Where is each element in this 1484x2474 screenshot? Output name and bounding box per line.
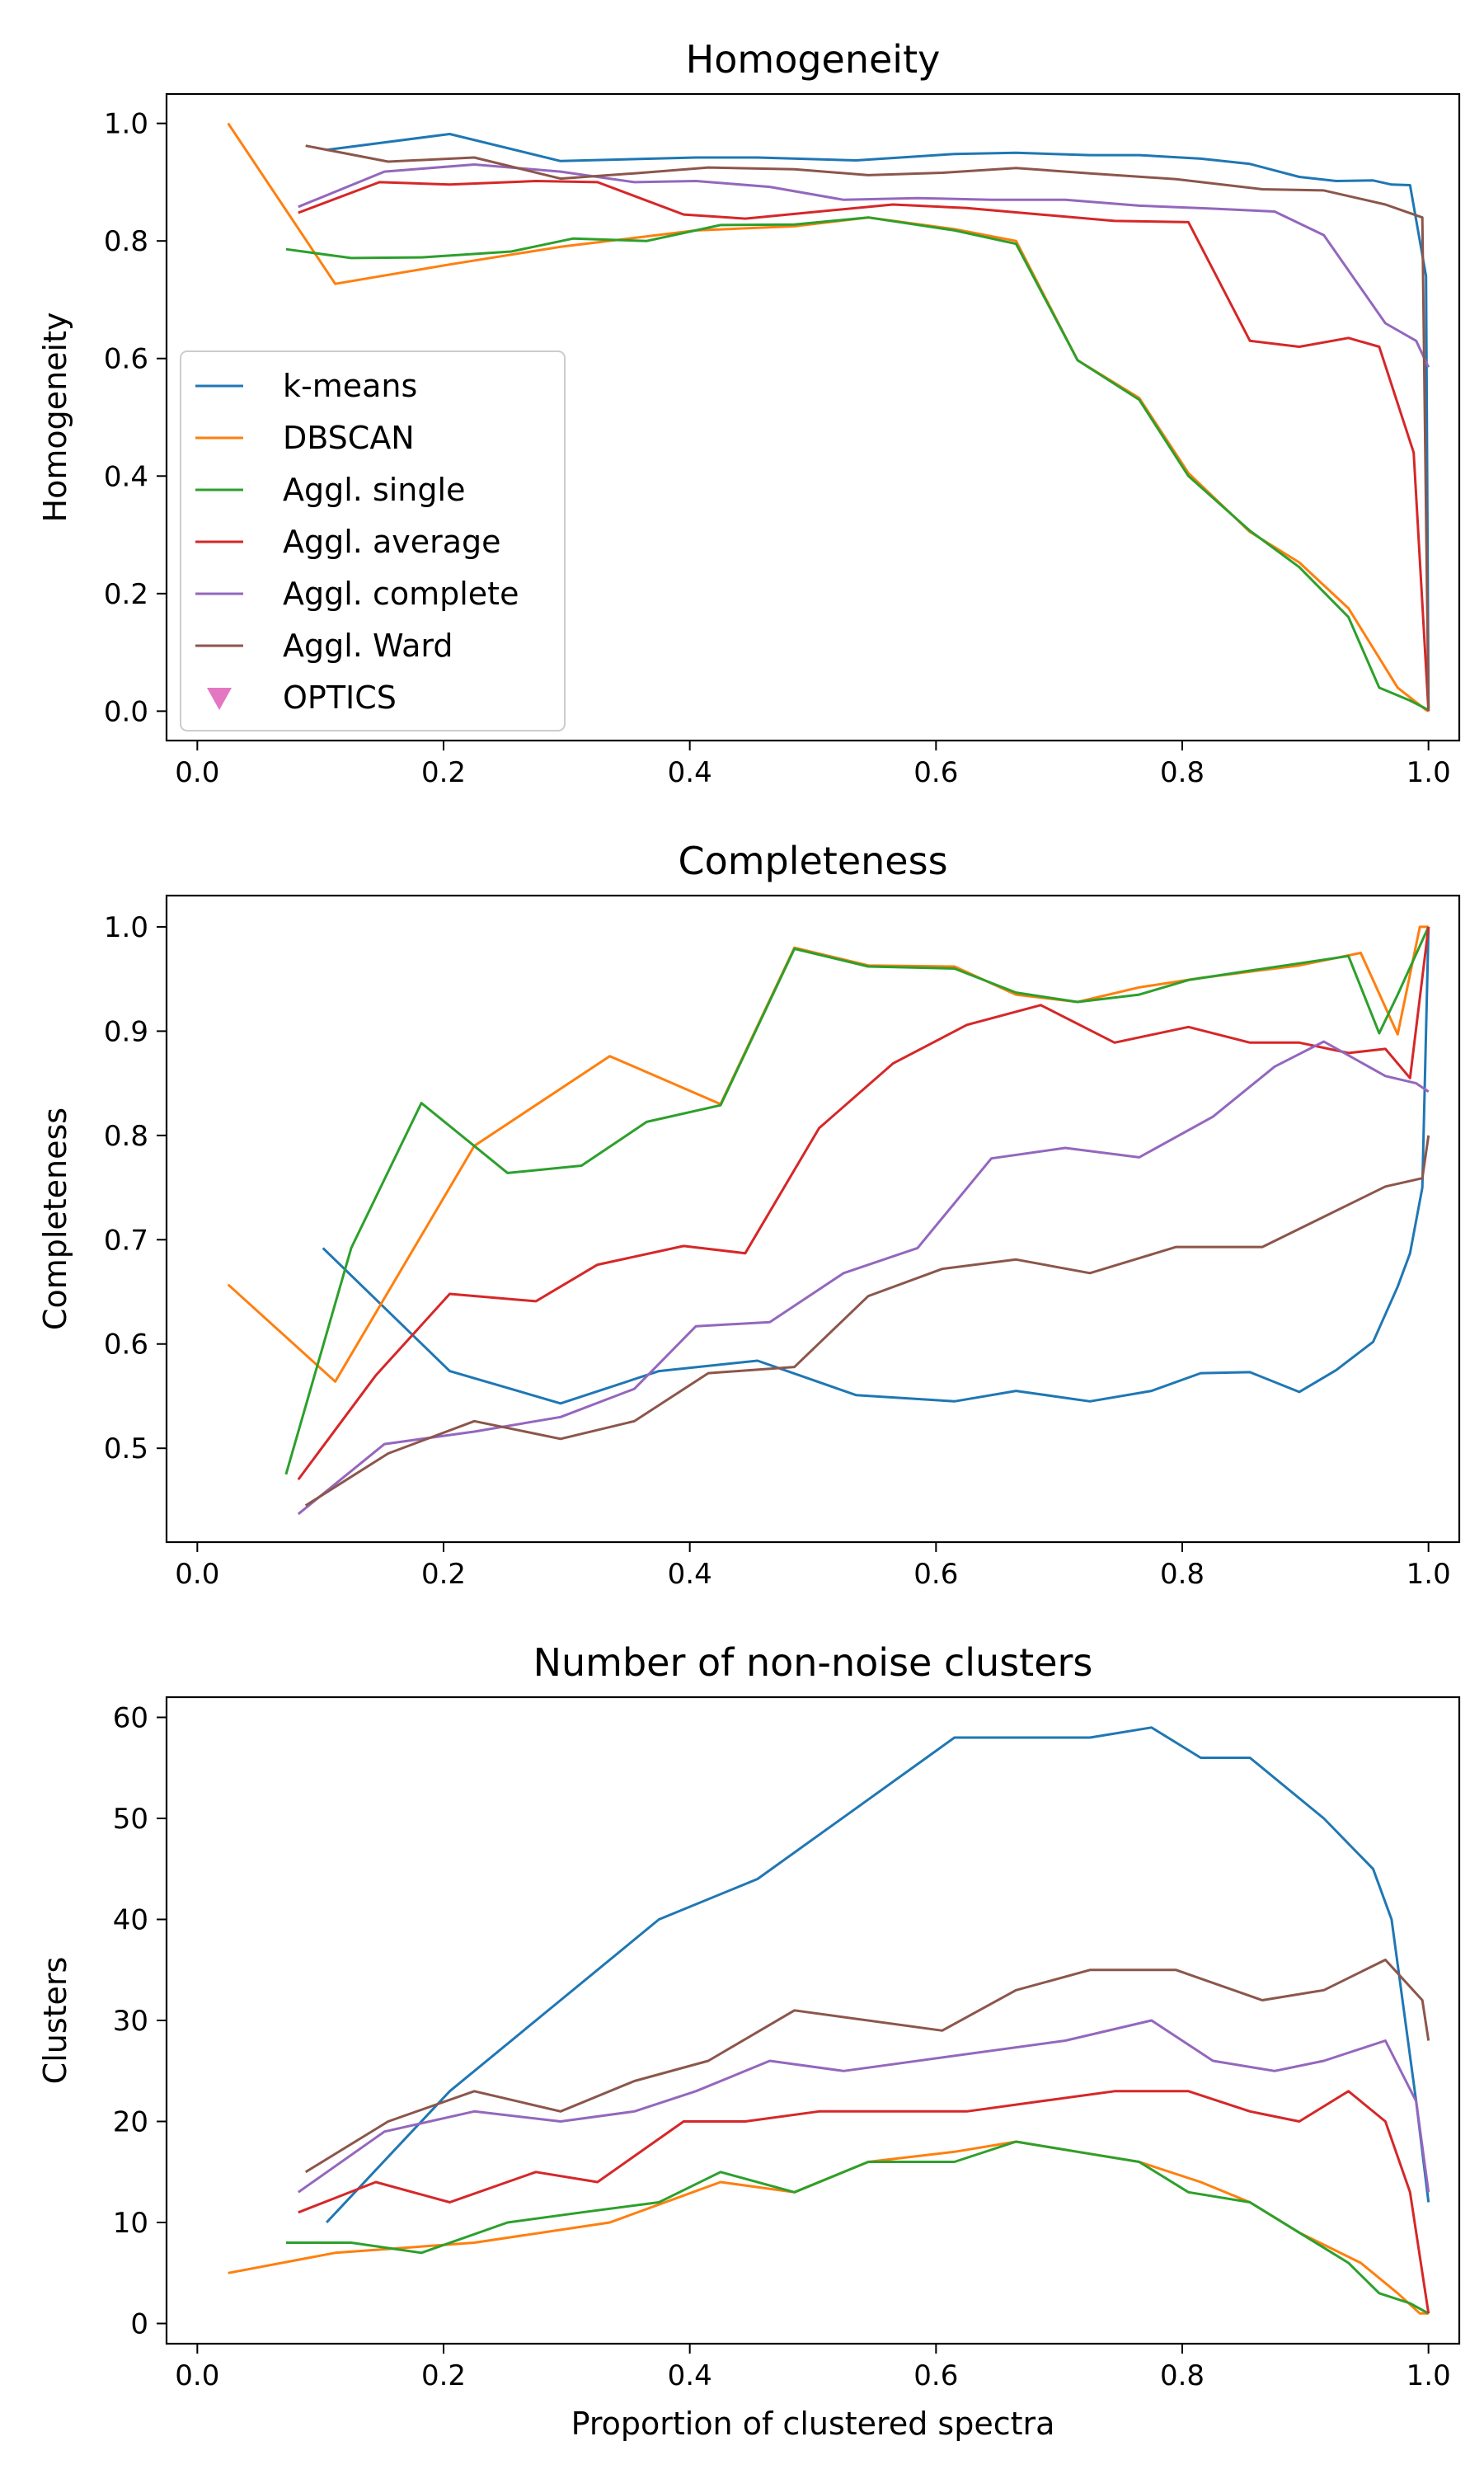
y-axis-label: Homogeneity <box>37 313 73 523</box>
y-tick-label: 60 <box>113 1702 148 1735</box>
y-tick-label: 40 <box>113 1904 148 1937</box>
legend-label-optics: OPTICS <box>283 680 397 716</box>
x-tick-label: 0.4 <box>668 2359 712 2392</box>
y-tick-label: 1.0 <box>104 108 148 141</box>
x-tick-label: 0.2 <box>421 756 466 789</box>
series-line-aggl-average <box>297 926 1430 1480</box>
y-axis-label: Clusters <box>37 1957 73 2085</box>
series-line-aggl-single <box>285 2140 1430 2315</box>
series-line-k-means <box>322 926 1430 1405</box>
x-tick-label: 0.6 <box>913 1558 958 1591</box>
y-tick-label: 0.0 <box>104 695 148 728</box>
x-tick-label: 0.8 <box>1160 756 1205 789</box>
x-tick-label: 0.2 <box>421 2359 466 2392</box>
x-tick-label: 0.6 <box>913 2359 958 2392</box>
chart-panel-2: 0.0 0.2 0.4 0.6 0.8 1.0 0.5 0.6 0.7 0.8 0.9 1.0 Comp… <box>37 839 1461 1591</box>
legend-label-aggl-average: Aggl. average <box>283 524 501 560</box>
y-tick-label: 0.6 <box>104 343 148 376</box>
x-tick-label: 0.0 <box>175 1558 219 1591</box>
chart-title: Completeness <box>678 839 947 883</box>
y-tick-label: 0.8 <box>104 225 148 258</box>
x-axis-label: Proportion of clustered spectra <box>571 2406 1055 2442</box>
series-line-aggl-single <box>285 216 1430 712</box>
y-tick-label: 0.5 <box>104 1432 148 1465</box>
x-tick-label: 0.6 <box>913 756 958 789</box>
legend: k-means DBSCAN Aggl. single Aggl. average Ag… <box>180 350 566 731</box>
plot-frame <box>165 92 1461 742</box>
y-tick-label: 10 <box>113 2207 148 2240</box>
series-line-aggl-average <box>298 2090 1430 2314</box>
plot-frame <box>165 894 1461 1544</box>
y-tick-label: 0 <box>130 2308 148 2341</box>
y-tick-label: 50 <box>113 1803 148 1836</box>
series-line-aggl-complete <box>297 1040 1430 1516</box>
y-tick-label: 0.6 <box>104 1329 148 1362</box>
y-tick-label: 0.8 <box>104 1120 148 1153</box>
chart-panel-3: 0.0 0.2 0.4 0.6 0.8 1.0 0 10 20 30 40 50 60 Number of… <box>37 1640 1461 2442</box>
x-tick-label: 0.2 <box>421 1558 466 1591</box>
legend-label-dbscan: DBSCAN <box>283 420 415 456</box>
series-line-aggl-ward <box>304 1959 1430 2174</box>
chart-title: Number of non-noise clusters <box>533 1640 1093 1685</box>
legend-label-aggl-ward: Aggl. Ward <box>283 628 453 664</box>
series-line-aggl-average <box>298 180 1430 712</box>
plot-frame <box>165 1696 1461 2345</box>
y-tick-label: 0.2 <box>104 578 148 611</box>
x-tick-label: 1.0 <box>1407 1558 1451 1591</box>
y-tick-label: 0.7 <box>104 1224 148 1257</box>
x-tick-label: 0.0 <box>175 2359 219 2392</box>
y-tick-label: 0.4 <box>104 460 148 493</box>
legend-label-aggl-single: Aggl. single <box>283 472 465 508</box>
series-line-dbscan <box>228 2140 1429 2315</box>
y-tick-label: 1.0 <box>104 911 148 944</box>
x-tick-label: 0.4 <box>668 1558 712 1591</box>
legend-label-k-means: k-means <box>283 368 417 404</box>
chart-panel-1: 0.0 0.2 0.4 0.6 0.8 1.0 0.0 0.2 0.4 0.6 0.8 1.0 Homo… <box>37 37 1461 789</box>
y-tick-label: 20 <box>113 2106 148 2139</box>
x-tick-label: 0.8 <box>1160 1558 1205 1591</box>
series-group <box>227 925 1430 1516</box>
x-tick-label: 0.8 <box>1160 2359 1205 2392</box>
y-tick-label: 30 <box>113 2005 148 2038</box>
series-group <box>227 122 1430 713</box>
series-line-aggl-complete <box>297 2019 1430 2194</box>
series-line-k-means <box>326 1726 1430 2224</box>
x-tick-label: 0.0 <box>175 756 219 789</box>
legend-swatch-optics <box>207 688 232 710</box>
y-axis-label: Completeness <box>37 1108 73 1330</box>
y-tick-label: 0.9 <box>104 1015 148 1048</box>
series-line-dbscan <box>227 925 1429 1383</box>
x-tick-label: 0.4 <box>668 756 712 789</box>
x-tick-label: 1.0 <box>1407 2359 1451 2392</box>
legend-box <box>180 350 566 731</box>
x-tick-label: 1.0 <box>1407 756 1451 789</box>
legend-label-aggl-complete: Aggl. complete <box>283 576 519 612</box>
series-line-aggl-ward <box>305 144 1430 712</box>
series-group <box>228 1726 1430 2315</box>
chart-title: Homogeneity <box>686 37 941 82</box>
series-line-k-means <box>326 133 1430 708</box>
series-line-aggl-complete <box>298 163 1430 369</box>
series-line-aggl-single <box>284 926 1430 1475</box>
series-line-aggl-ward <box>304 1135 1430 1507</box>
